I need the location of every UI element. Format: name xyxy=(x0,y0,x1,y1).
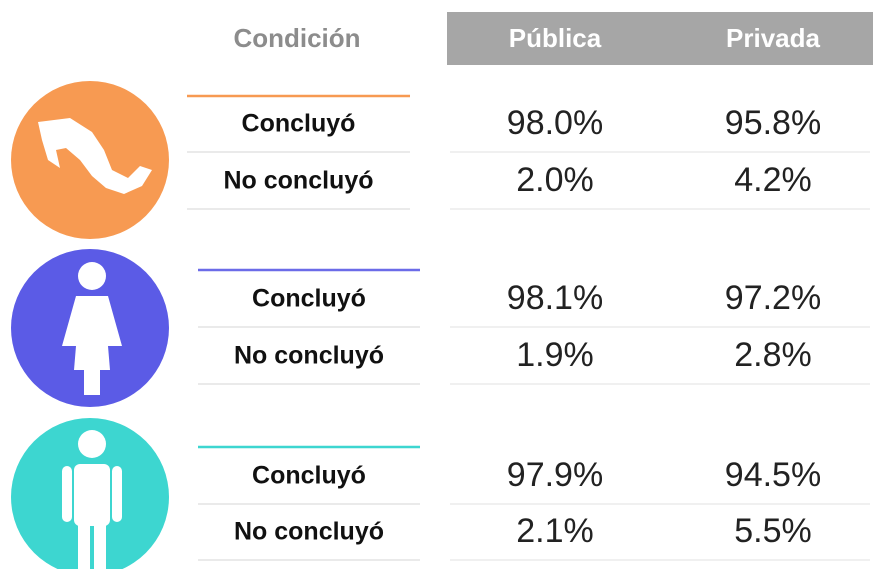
column-header: Pública xyxy=(509,23,602,53)
column-header: Privada xyxy=(726,23,820,53)
cell-value: 95.8% xyxy=(725,104,821,142)
cell-value: 1.9% xyxy=(516,336,594,374)
row-label: No concluyó xyxy=(234,518,384,546)
row-label: Concluyó xyxy=(242,110,356,138)
row-label: Concluyó xyxy=(252,462,366,490)
cell-value: 98.0% xyxy=(507,104,603,142)
row-label: No concluyó xyxy=(223,167,373,195)
cell-value: 97.2% xyxy=(725,279,821,317)
cell-value: 98.1% xyxy=(507,279,603,317)
cell-value: 97.9% xyxy=(507,456,603,494)
header-band xyxy=(447,12,873,65)
condition-header: Condición xyxy=(233,23,360,53)
cell-value: 5.5% xyxy=(734,512,812,550)
mexico-icon xyxy=(38,118,152,194)
row-label: No concluyó xyxy=(234,342,384,370)
cell-value: 2.8% xyxy=(734,336,812,374)
cell-value: 2.1% xyxy=(516,512,594,550)
row-label: Concluyó xyxy=(252,285,366,313)
cell-value: 94.5% xyxy=(725,456,821,494)
cell-value: 4.2% xyxy=(734,161,812,199)
woman-icon xyxy=(62,262,122,395)
man-icon xyxy=(62,430,122,569)
cell-value: 2.0% xyxy=(516,161,594,199)
